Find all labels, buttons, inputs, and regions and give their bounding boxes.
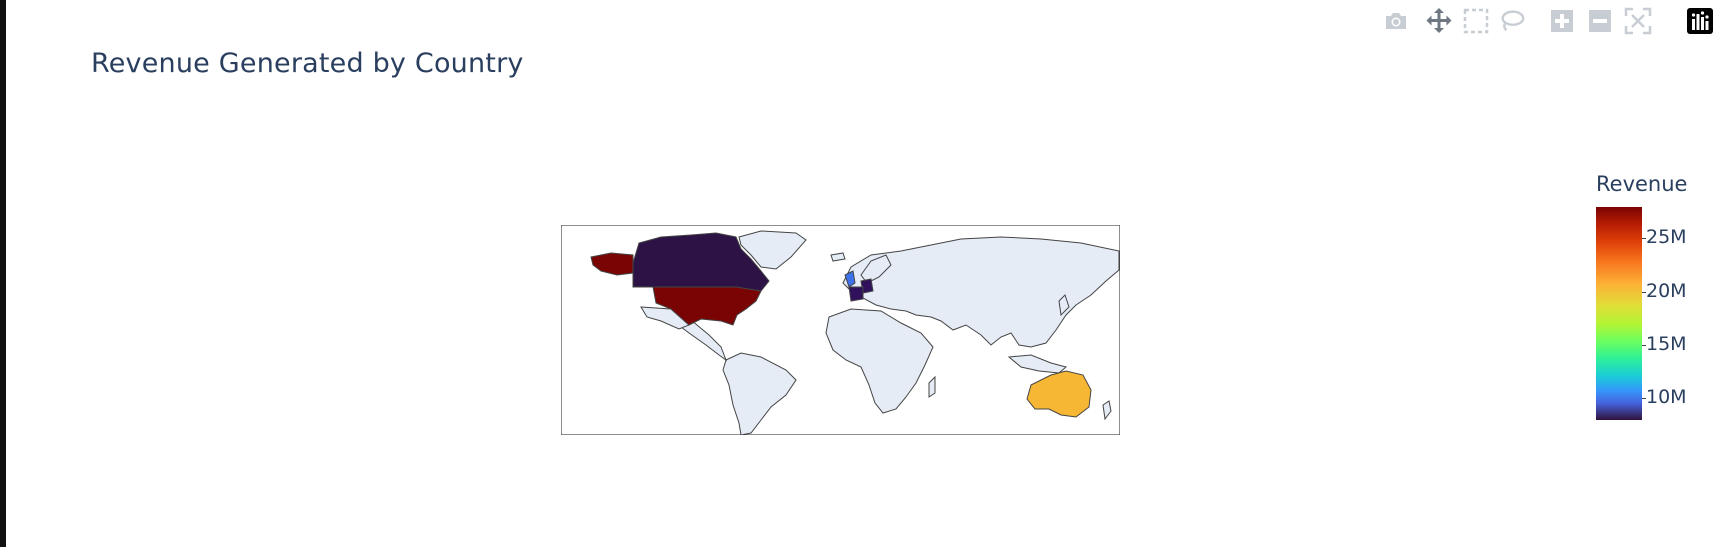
united-states-shape (652, 286, 762, 326)
zoom-out-icon[interactable] (1586, 7, 1614, 35)
plotly-logo-icon[interactable] (1686, 7, 1714, 35)
eurasia-shape (842, 236, 1120, 348)
alaska-shape (590, 252, 634, 276)
japan-shape (1058, 294, 1070, 317)
southeast-asia-islands-shape (1007, 354, 1068, 374)
south-america-shape (722, 352, 797, 435)
australia-shape (1026, 370, 1092, 418)
greenland-shape (738, 230, 807, 270)
colorbar-tick-label: 15M (1646, 333, 1687, 355)
colorbar-tick-label: 10M (1646, 386, 1687, 408)
colorbar-gradient (1596, 207, 1642, 420)
new-zealand-shape (1102, 400, 1112, 421)
camera-icon[interactable] (1382, 7, 1410, 35)
france-shape (848, 286, 864, 302)
modebar (1380, 4, 1720, 35)
colorbar-tick-label: 20M (1646, 280, 1687, 302)
madagascar-shape (928, 375, 936, 398)
box-select-icon[interactable] (1462, 7, 1490, 35)
colorbar-tick-mark (1642, 292, 1646, 293)
colorbar-tick-mark (1642, 398, 1646, 399)
colorbar-tick-label: 25M (1646, 226, 1687, 248)
chart-title: Revenue Generated by Country (91, 48, 524, 79)
autoscale-icon[interactable] (1624, 7, 1652, 35)
colorbar-tick-mark (1642, 238, 1646, 239)
zoom-in-icon[interactable] (1548, 7, 1576, 35)
africa-shape (825, 308, 934, 414)
window-left-edge (0, 0, 6, 547)
colorbar-tick-mark (1642, 345, 1646, 346)
pan-icon[interactable] (1425, 7, 1453, 35)
united-kingdom-shape (844, 270, 856, 288)
iceland-shape (830, 252, 846, 262)
colorbar-title: Revenue (1596, 172, 1688, 196)
lasso-select-icon[interactable] (1498, 7, 1526, 35)
choropleth-map[interactable] (561, 225, 1120, 435)
